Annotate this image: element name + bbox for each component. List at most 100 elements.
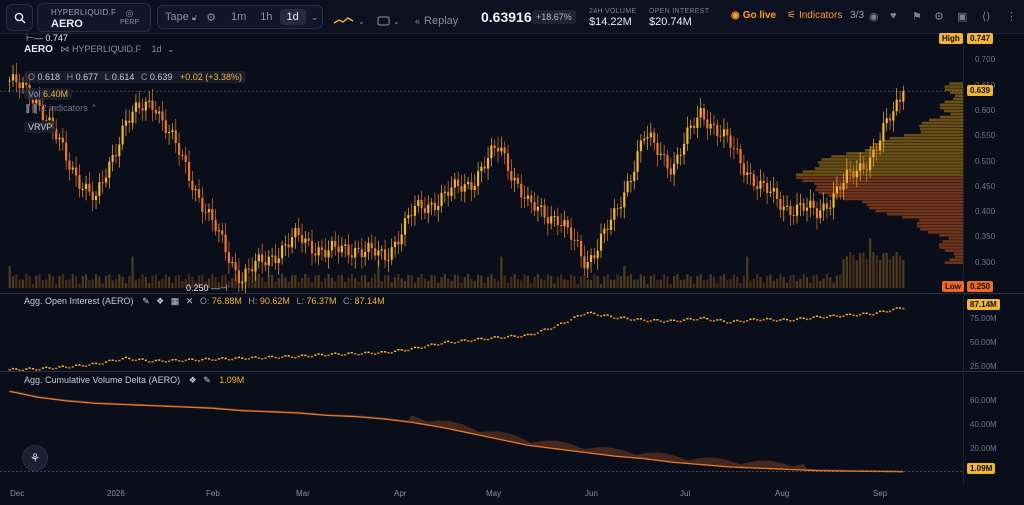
timeframe-1d[interactable]: 1d <box>279 9 306 25</box>
candle-body <box>387 259 390 261</box>
oi-candle <box>493 336 496 338</box>
oi-candle <box>221 357 224 359</box>
chevron-down-icon[interactable]: ⌄ <box>310 11 319 22</box>
oi-candle <box>892 308 895 311</box>
candle-body <box>799 203 802 205</box>
oi-candle <box>337 353 340 355</box>
indicators-button[interactable]: ⚟ Indicators 3/3 <box>787 10 865 21</box>
cvd-legend: Agg. Cumulative Volume Delta (AERO) ❖ ✎ … <box>24 375 245 385</box>
candle-body <box>596 250 599 259</box>
candle-body <box>48 117 51 121</box>
alert-icon[interactable]: ♥ <box>890 10 897 22</box>
candle-body <box>337 246 340 253</box>
timeframe-1m[interactable]: 1m <box>230 11 247 23</box>
symbol-selector[interactable]: HYPERLIQUID.F AERO ◎ PERP <box>37 3 151 32</box>
candle-body <box>131 111 134 123</box>
chart-area[interactable]: AERO ⋈ HYPERLIQUID.F 1d ⌄ O 0.618 H 0.67… <box>0 33 1024 505</box>
time-axis-tick: Sep <box>873 489 888 498</box>
grid-icon: ▦ <box>170 296 180 306</box>
settings-icon[interactable]: ⚙ <box>934 11 944 23</box>
app-logo[interactable]: ⚘ <box>22 445 48 471</box>
oi-candle <box>699 317 702 319</box>
candle-body <box>294 228 297 238</box>
gear-icon[interactable]: ⚙ <box>206 11 216 24</box>
volume-bar <box>453 274 456 288</box>
volume-bar <box>423 278 427 288</box>
candle-body <box>570 227 573 240</box>
layout-button[interactable]: ⌄ <box>377 10 400 32</box>
volume-profile-bar <box>802 170 963 173</box>
oi-candle <box>553 326 556 329</box>
price-chart-svg[interactable] <box>0 33 1024 505</box>
oi-candle <box>599 315 603 317</box>
volume-profile-bar <box>928 231 963 234</box>
oi-candle <box>241 357 244 359</box>
oi-candle <box>676 320 679 323</box>
oi-candle <box>795 318 799 320</box>
candle-body <box>241 281 244 283</box>
candle-body <box>533 202 536 211</box>
candle-body <box>682 143 686 155</box>
volume-bar <box>78 283 81 288</box>
oi-candle <box>247 358 250 360</box>
candle-body <box>380 249 383 251</box>
search-button[interactable] <box>6 4 33 31</box>
replay-button[interactable]: « Replay <box>415 15 459 27</box>
flag-icon[interactable]: ⚑ <box>912 11 922 23</box>
oi-candle <box>304 354 307 357</box>
candle-body <box>835 186 838 194</box>
tape-button[interactable]: Tape 🔓︎ <box>165 11 198 23</box>
oi-candle <box>785 318 789 321</box>
volume-bar <box>61 274 64 288</box>
pause-icon: ❚❚ <box>24 103 40 113</box>
vrvp-legend[interactable]: VRVP <box>24 121 57 133</box>
oi-candle <box>835 315 838 317</box>
hidden-indicators-toggle[interactable]: ❚❚ 2 indicators ⌃ <box>24 103 98 113</box>
volume-profile-bar <box>815 188 963 192</box>
volume-bar <box>832 282 835 288</box>
oi-candle <box>271 355 274 358</box>
timeframe-1h[interactable]: 1h <box>260 11 273 23</box>
candle-body <box>659 153 662 155</box>
volume-bar <box>443 274 446 288</box>
candle-body <box>370 242 373 249</box>
volume-profile-bar <box>795 173 963 176</box>
oi-candle <box>463 339 466 341</box>
pane-divider[interactable] <box>0 293 1024 294</box>
pencil-icon[interactable]: ✎ <box>203 375 211 385</box>
eye-icon[interactable]: ◉ <box>869 11 879 23</box>
volume-profile-bar <box>944 249 963 252</box>
pencil-icon[interactable]: ✎ <box>142 296 150 306</box>
volume-bar <box>862 252 865 288</box>
volume-bar <box>51 276 54 288</box>
go-live-button[interactable]: ◉ Go live <box>731 10 777 21</box>
volume-bar <box>320 281 324 288</box>
oi-candle <box>722 320 726 322</box>
chart-style-button[interactable]: ⌄ <box>333 10 365 32</box>
volume-bar <box>84 274 88 288</box>
candle-body <box>204 211 207 213</box>
oi-candle <box>819 316 822 318</box>
oi-candle <box>500 337 503 339</box>
volume-bar <box>663 274 666 288</box>
chevron-down-icon[interactable]: ⌄ <box>167 44 175 54</box>
code-icon[interactable]: ⟨⟩ <box>982 11 991 23</box>
volume-bar <box>789 275 792 288</box>
oi-candle <box>467 340 470 342</box>
candle-body <box>673 163 676 175</box>
oi-candle <box>576 315 579 317</box>
candle-body <box>447 191 450 196</box>
oi-candle <box>653 318 656 321</box>
oi-legend: Agg. Open Interest (AERO) ✎ ❖ ▦ ✕ O: 76.… <box>24 296 385 306</box>
volume-bar <box>114 278 118 288</box>
oi-candle <box>633 319 636 321</box>
pane-divider[interactable] <box>0 371 1024 372</box>
more-icon[interactable]: ⋮ <box>1006 11 1017 23</box>
change-badge: +18.67% <box>532 10 576 24</box>
oi-candle <box>437 344 440 346</box>
candle-body <box>383 249 387 261</box>
oi-candle <box>825 316 829 319</box>
candle-body <box>769 191 772 193</box>
volume-bar <box>842 259 845 288</box>
screenshot-icon[interactable]: ▣ <box>957 11 968 23</box>
